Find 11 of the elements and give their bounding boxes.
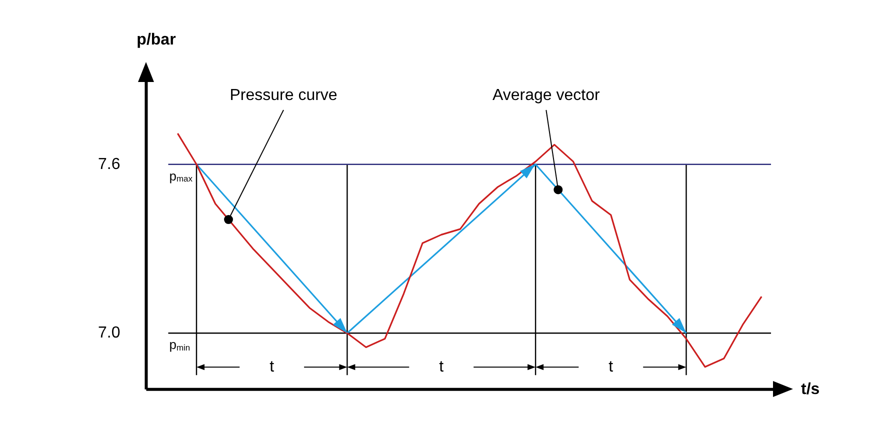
y-tick-label: 7.6 (98, 156, 120, 173)
annotation: t (270, 358, 275, 376)
annotation: t (608, 358, 614, 376)
ref-line-label: pmin (169, 337, 190, 352)
ref-line-label: pmax (169, 168, 194, 184)
annotation: t (439, 358, 444, 376)
x-axis-title: t/s (801, 380, 820, 398)
text: Average vector (492, 87, 600, 104)
y-tick-label: 7.0 (98, 324, 120, 342)
text: Pressure curve (230, 87, 338, 104)
y-axis-title: p/bar (136, 31, 176, 48)
